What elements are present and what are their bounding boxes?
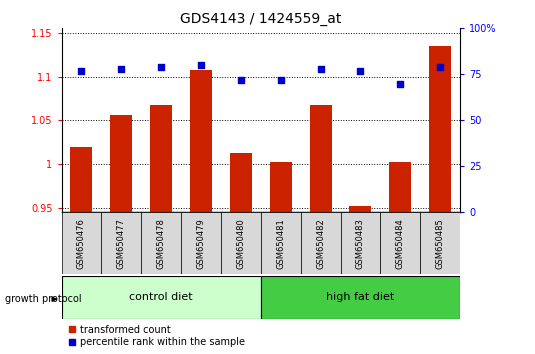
Bar (110, 115, 132, 212)
Point (236, 77, 245, 83)
Bar (421, 212, 460, 274)
Point (436, 64, 445, 70)
Text: control diet: control diet (129, 292, 193, 302)
Title: GDS4143 / 1424559_at: GDS4143 / 1424559_at (180, 12, 341, 26)
Text: GSM650478: GSM650478 (157, 218, 166, 269)
Point (117, 66, 126, 72)
Bar (310, 105, 332, 212)
Text: high fat diet: high fat diet (326, 292, 395, 302)
Point (316, 66, 325, 72)
Bar (301, 212, 340, 274)
Bar (380, 212, 421, 274)
Point (277, 77, 285, 83)
Bar (190, 70, 212, 212)
Bar (221, 212, 261, 274)
Text: GSM650480: GSM650480 (236, 218, 246, 269)
Text: GSM650482: GSM650482 (316, 218, 325, 269)
Bar (62, 212, 102, 274)
Bar (150, 105, 172, 212)
Bar (261, 276, 460, 319)
Bar (389, 162, 411, 212)
Text: GSM650484: GSM650484 (396, 218, 405, 269)
Legend: transformed count, percentile rank within the sample: transformed count, percentile rank withi… (66, 323, 247, 349)
Bar (429, 46, 451, 212)
Bar (102, 212, 141, 274)
Point (396, 81, 404, 86)
Text: GSM650481: GSM650481 (276, 218, 285, 269)
Text: GSM650485: GSM650485 (435, 218, 445, 269)
Text: GSM650479: GSM650479 (196, 218, 205, 269)
Text: growth protocol: growth protocol (5, 294, 82, 304)
Bar (230, 153, 252, 212)
Text: GSM650483: GSM650483 (356, 218, 365, 269)
Bar (270, 162, 292, 212)
Point (356, 68, 365, 74)
Text: GSM650477: GSM650477 (117, 218, 126, 269)
Point (77, 68, 86, 74)
Bar (141, 212, 181, 274)
Point (197, 62, 205, 68)
Bar (261, 212, 301, 274)
Bar (62, 276, 261, 319)
Text: GSM650476: GSM650476 (77, 218, 86, 269)
Bar (71, 147, 93, 212)
Bar (181, 212, 221, 274)
Bar (349, 206, 371, 212)
Point (157, 64, 165, 70)
Bar (340, 212, 380, 274)
